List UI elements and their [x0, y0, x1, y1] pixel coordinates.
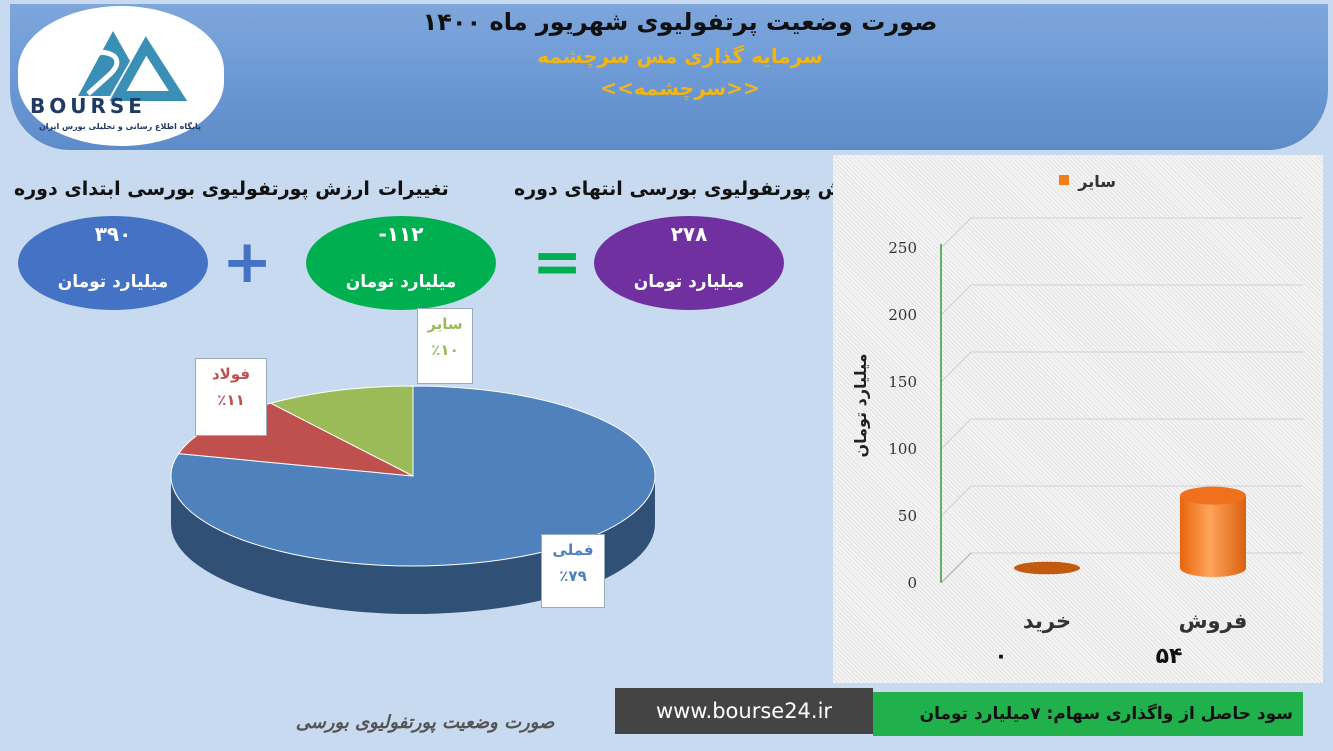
company-name: سرمایه گذاری مس سرچشمه	[537, 44, 823, 68]
end-value-unit: میلیارد تومان	[633, 272, 745, 292]
gridline-diag	[940, 485, 972, 517]
y-tick-label: 50	[898, 507, 917, 525]
bar-1	[1180, 486, 1246, 577]
logo	[18, 6, 224, 146]
pie-label-folad: فولاد ٪۱۱	[195, 358, 267, 436]
gridline-diag	[940, 217, 972, 249]
legend: سایر	[1059, 172, 1116, 191]
bar-0	[1014, 561, 1080, 575]
pie-label-other-value: ٪۱۰	[431, 341, 459, 359]
page-title: صورت وضعیت پرتفولیوی شهریور ماه ۱۴۰۰	[422, 8, 938, 36]
y-tick-label: 150	[888, 373, 917, 391]
legend-label: سایر	[1077, 172, 1116, 191]
pie-label-fameli-name: فملی	[552, 541, 594, 559]
logo-subtitle: پایگاه اطلاع رسانی و تحلیلی بورس ایران	[38, 122, 202, 131]
logo-text: BOURSE	[30, 94, 146, 118]
footer-watermark: صورت وضعیت پورتفولیوی بورسی	[295, 712, 555, 733]
pie-slice-2	[269, 385, 414, 477]
y-tick-label: 200	[888, 306, 917, 324]
header-banner	[10, 4, 1328, 150]
end-value: ۲۷۸	[670, 222, 708, 246]
y-axis-label: میلیارد تومان	[851, 353, 870, 457]
x-category-label: خرید	[1023, 609, 1071, 633]
pie-label-other-name: سایر	[427, 315, 463, 333]
logo-mark-icon	[78, 31, 188, 101]
legend-swatch	[1059, 175, 1069, 185]
gridline-diag	[940, 351, 972, 383]
change-label: تغییرات	[378, 178, 449, 200]
equals-icon: =	[532, 227, 583, 297]
change-value-unit: میلیارد تومان	[345, 272, 457, 292]
plus-icon: +	[222, 227, 273, 297]
floor-edge	[940, 552, 972, 584]
pie-label-fameli-value: ٪۷۹	[559, 567, 587, 585]
start-value-unit: میلیارد تومان	[57, 272, 169, 292]
pie-label-other: سایر ٪۱۰	[417, 308, 473, 384]
y-tick-label: 0	[907, 574, 917, 592]
company-symbol: <<سرچشمه>>	[600, 76, 760, 100]
pie-label-fameli: فملی ٪۷۹	[541, 534, 605, 608]
start-value-label: ارزش پورتفولیوی بورسی ابتدای دوره	[14, 178, 370, 200]
website-url[interactable]: www.bourse24.ir	[615, 688, 873, 734]
pie-slice-side-0	[171, 476, 655, 614]
gridline-diag	[940, 284, 972, 316]
end-value-oval: ۲۷۸ میلیارد تومان	[594, 216, 784, 310]
y-tick-label: 100	[888, 440, 917, 458]
pie-chart	[170, 385, 656, 614]
change-value: -۱۱۲	[378, 222, 424, 246]
change-value-oval: -۱۱۲ میلیارد تومان	[306, 216, 496, 310]
x-category-label: فروش	[1179, 609, 1248, 633]
gridline-diag	[940, 418, 972, 450]
profit-note: سود حاصل از واگذاری سهام: ۷میلیارد تومان	[873, 692, 1303, 736]
start-value-oval: ۳۹۰ میلیارد تومان	[18, 216, 208, 310]
bar-value-label: ۰	[994, 644, 1007, 669]
bar-chart: سایر 0 50 100 150 200 250 میلیارد تومان خرید ۰ فرو…	[851, 172, 1303, 669]
pie-label-folad-name: فولاد	[211, 365, 251, 383]
end-value-label: ارزش پورتفولیوی بورسی انتهای دوره	[514, 178, 873, 200]
bar-value-label: ۵۴	[1156, 644, 1183, 669]
y-tick-label: 250	[888, 239, 917, 257]
start-value: ۳۹۰	[94, 222, 132, 246]
pie-label-folad-value: ٪۱۱	[217, 391, 245, 409]
